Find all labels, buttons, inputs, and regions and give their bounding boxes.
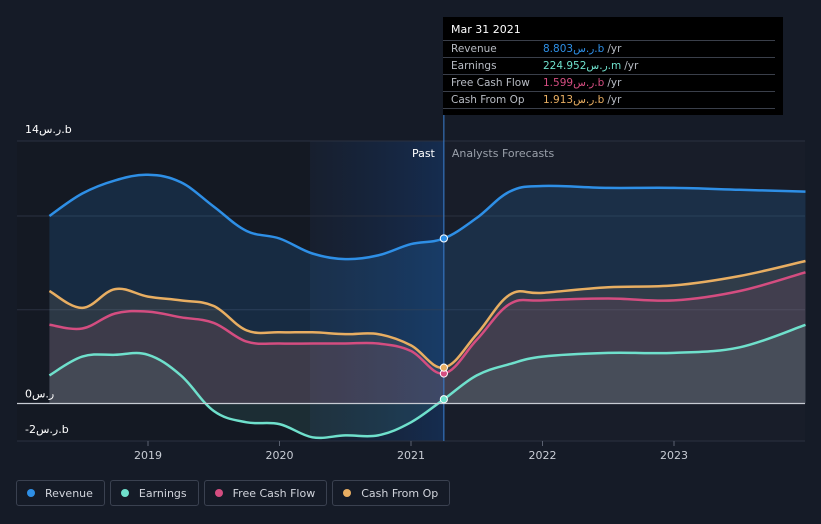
series-point-earnings xyxy=(439,395,448,404)
legend-item-earnings[interactable]: Earnings xyxy=(109,480,199,506)
tooltip-unit: /yr xyxy=(607,77,622,89)
tooltip-row-free-cash-flow: Free Cash Flow 1.599ر.س.b/yr xyxy=(443,74,775,91)
y-axis-bottom-label: -2ر.س.b xyxy=(25,423,69,436)
legend-item-cash-from-op[interactable]: Cash From Op xyxy=(332,480,451,506)
legend: Revenue Earnings Free Cash Flow Cash Fro… xyxy=(16,480,451,508)
tooltip-label: Cash From Op xyxy=(451,94,525,106)
forecast-label: Analysts Forecasts xyxy=(452,147,555,160)
tooltip: Mar 31 2021 Revenue 8.803ر.س.b/yr Earnin… xyxy=(443,17,783,115)
legend-dot-icon xyxy=(343,489,352,497)
legend-item-revenue[interactable]: Revenue xyxy=(16,480,105,506)
legend-label: Cash From Op xyxy=(361,486,439,500)
series-area-cash-from-op xyxy=(49,261,806,404)
tooltip-row-earnings: Earnings 224.952ر.س.m/yr xyxy=(443,57,775,74)
series-line-earnings xyxy=(48,323,806,440)
tooltip-unit: /yr xyxy=(607,94,622,106)
past-label: Past xyxy=(412,147,436,160)
past-highlight-region xyxy=(310,141,444,441)
x-tick-label: 2021 xyxy=(397,449,425,462)
series-line-cash-from-op xyxy=(48,259,806,369)
y-axis-top-label: 14ر.س.b xyxy=(25,123,72,136)
legend-dot-icon xyxy=(27,489,35,497)
legend-label: Revenue xyxy=(45,486,93,500)
x-tick-label: 2023 xyxy=(660,449,688,462)
series-area-free-cash-flow xyxy=(49,272,806,404)
x-tick-label: 2019 xyxy=(134,449,162,462)
tooltip-row-revenue: Revenue 8.803ر.س.b/yr xyxy=(443,40,775,57)
x-tick-label: 2022 xyxy=(529,449,557,462)
series-line-free-cash-flow xyxy=(49,271,806,375)
legend-dot-icon xyxy=(120,489,129,497)
tooltip-value: 8.803ر.س.b xyxy=(543,43,605,55)
series-area-revenue xyxy=(49,174,806,404)
tooltip-value: 1.913ر.س.b xyxy=(543,94,605,106)
tooltip-label: Earnings xyxy=(451,60,497,72)
tooltip-unit: /yr xyxy=(607,43,622,55)
tooltip-value: 1.599ر.س.b xyxy=(543,77,605,89)
tooltip-date: Mar 31 2021 xyxy=(451,23,521,36)
series-point-cash-from-op xyxy=(439,363,448,372)
legend-dot-icon xyxy=(214,489,223,497)
tooltip-row-cash-from-op: Cash From Op 1.913ر.س.b/yr xyxy=(443,91,775,109)
legend-label: Free Cash Flow xyxy=(232,486,316,500)
tooltip-label: Free Cash Flow xyxy=(451,77,530,89)
y-axis-zero-label: 0ر.س xyxy=(25,388,54,401)
tooltip-unit: /yr xyxy=(624,60,639,72)
tooltip-value: 224.952ر.س.m xyxy=(543,60,622,72)
tooltip-label: Revenue xyxy=(451,43,497,55)
x-tick-label: 2020 xyxy=(266,449,294,462)
legend-label: Earnings xyxy=(138,486,187,500)
past-dark-region xyxy=(17,141,310,441)
series-line-revenue xyxy=(48,173,806,261)
legend-item-free-cash-flow[interactable]: Free Cash Flow xyxy=(203,480,328,506)
series-point-revenue xyxy=(439,234,448,243)
